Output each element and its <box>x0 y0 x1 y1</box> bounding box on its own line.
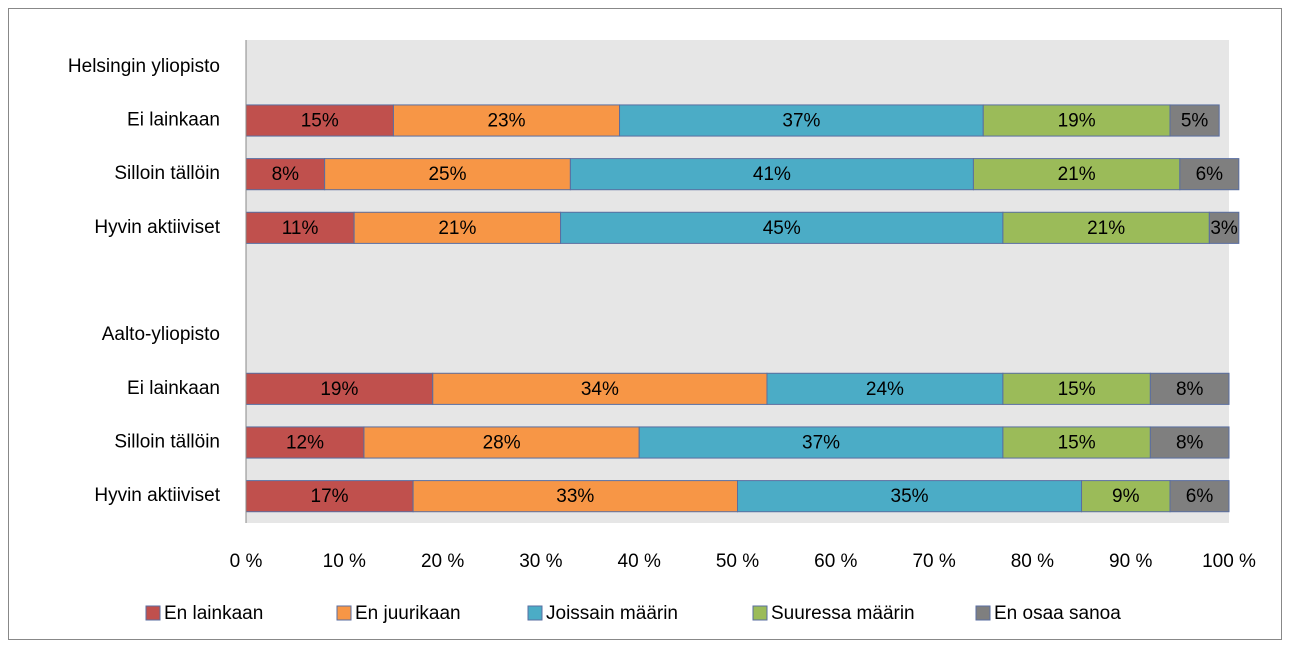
x-tick-label: 0 % <box>230 551 263 572</box>
data-label: 12% <box>286 433 324 454</box>
data-label: 33% <box>556 486 594 507</box>
bar-segment <box>1169 480 1230 513</box>
data-label: 17% <box>311 486 349 507</box>
data-label: 11% <box>282 218 319 239</box>
bar-segment <box>560 211 1004 244</box>
data-label: 3% <box>1210 218 1238 239</box>
y-tick-label: Silloin tällöin <box>114 163 220 184</box>
y-tick-label: Aalto-yliopisto <box>102 324 220 345</box>
legend-label: Suuressa määrin <box>771 603 915 624</box>
legend-label: En lainkaan <box>164 603 263 624</box>
x-tick-label: 100 % <box>1202 551 1256 572</box>
bar-segment <box>1149 426 1230 459</box>
legend-swatch <box>336 605 352 621</box>
data-label: 19% <box>1058 111 1096 132</box>
data-label: 8% <box>1176 379 1204 400</box>
y-tick-label: Helsingin yliopisto <box>68 56 220 77</box>
bar-segment <box>363 426 640 459</box>
bar-segment <box>1081 480 1171 513</box>
bar-segment <box>982 104 1171 137</box>
legend-label: En osaa sanoa <box>994 603 1121 624</box>
data-label: 15% <box>1058 379 1096 400</box>
data-label: 6% <box>1186 486 1214 507</box>
data-label: 35% <box>891 486 929 507</box>
data-label: 25% <box>428 164 466 185</box>
bar-segment <box>1002 426 1151 459</box>
y-tick-label: Hyvin aktiiviset <box>94 217 220 238</box>
x-tick-label: 50 % <box>716 551 759 572</box>
bar-segment <box>1149 372 1230 405</box>
bar-segment <box>972 158 1181 191</box>
data-label: 24% <box>866 379 904 400</box>
bar-segment <box>619 104 984 137</box>
y-tick-label: Silloin tällöin <box>114 432 220 453</box>
x-tick-label: 20 % <box>421 551 464 572</box>
bar-segment <box>392 104 621 137</box>
bar-segment <box>432 372 768 405</box>
bar-segment <box>737 480 1083 513</box>
legend-swatch <box>975 605 991 621</box>
legend-swatch <box>527 605 543 621</box>
bar-segment <box>638 426 1004 459</box>
bar-segment <box>1169 104 1220 137</box>
y-tick-label: Ei lainkaan <box>127 378 220 399</box>
data-label: 8% <box>272 164 300 185</box>
bar-segment <box>353 211 562 244</box>
data-label: 37% <box>802 433 840 454</box>
data-label: 37% <box>782 111 820 132</box>
x-tick-label: 10 % <box>323 551 366 572</box>
y-tick-label: Hyvin aktiiviset <box>94 485 220 506</box>
bar-segment <box>245 104 394 137</box>
bar-segment <box>324 158 571 191</box>
x-tick-label: 70 % <box>912 551 955 572</box>
data-label: 23% <box>487 111 525 132</box>
bar-segment <box>245 211 355 244</box>
data-label: 8% <box>1176 433 1204 454</box>
bar-segment <box>569 158 974 191</box>
legend-swatch <box>145 605 161 621</box>
data-label: 5% <box>1181 111 1209 132</box>
x-tick-label: 80 % <box>1011 551 1054 572</box>
data-label: 41% <box>753 164 791 185</box>
bar-segment <box>1179 158 1240 191</box>
data-label: 6% <box>1196 164 1224 185</box>
x-tick-label: 30 % <box>519 551 562 572</box>
legend-label: En juurikaan <box>355 603 461 624</box>
legend-swatch <box>752 605 768 621</box>
legend-label: Joissain määrin <box>546 603 678 624</box>
bar-segment <box>245 372 434 405</box>
data-label: 45% <box>763 218 801 239</box>
bar-segment <box>766 372 1004 405</box>
bar-segment <box>1002 211 1210 244</box>
data-label: 15% <box>301 111 339 132</box>
data-label: 19% <box>320 379 358 400</box>
data-label: 15% <box>1058 433 1096 454</box>
data-label: 21% <box>1087 218 1125 239</box>
bar-segment <box>245 426 365 459</box>
x-tick-label: 60 % <box>814 551 857 572</box>
data-label: 9% <box>1112 486 1140 507</box>
data-label: 28% <box>483 433 521 454</box>
data-label: 21% <box>438 218 476 239</box>
x-tick-label: 40 % <box>618 551 661 572</box>
data-label: 21% <box>1058 164 1096 185</box>
bar-segment <box>1208 211 1240 244</box>
data-label: 34% <box>581 379 619 400</box>
y-tick-label: Ei lainkaan <box>127 110 220 131</box>
x-tick-label: 90 % <box>1109 551 1152 572</box>
